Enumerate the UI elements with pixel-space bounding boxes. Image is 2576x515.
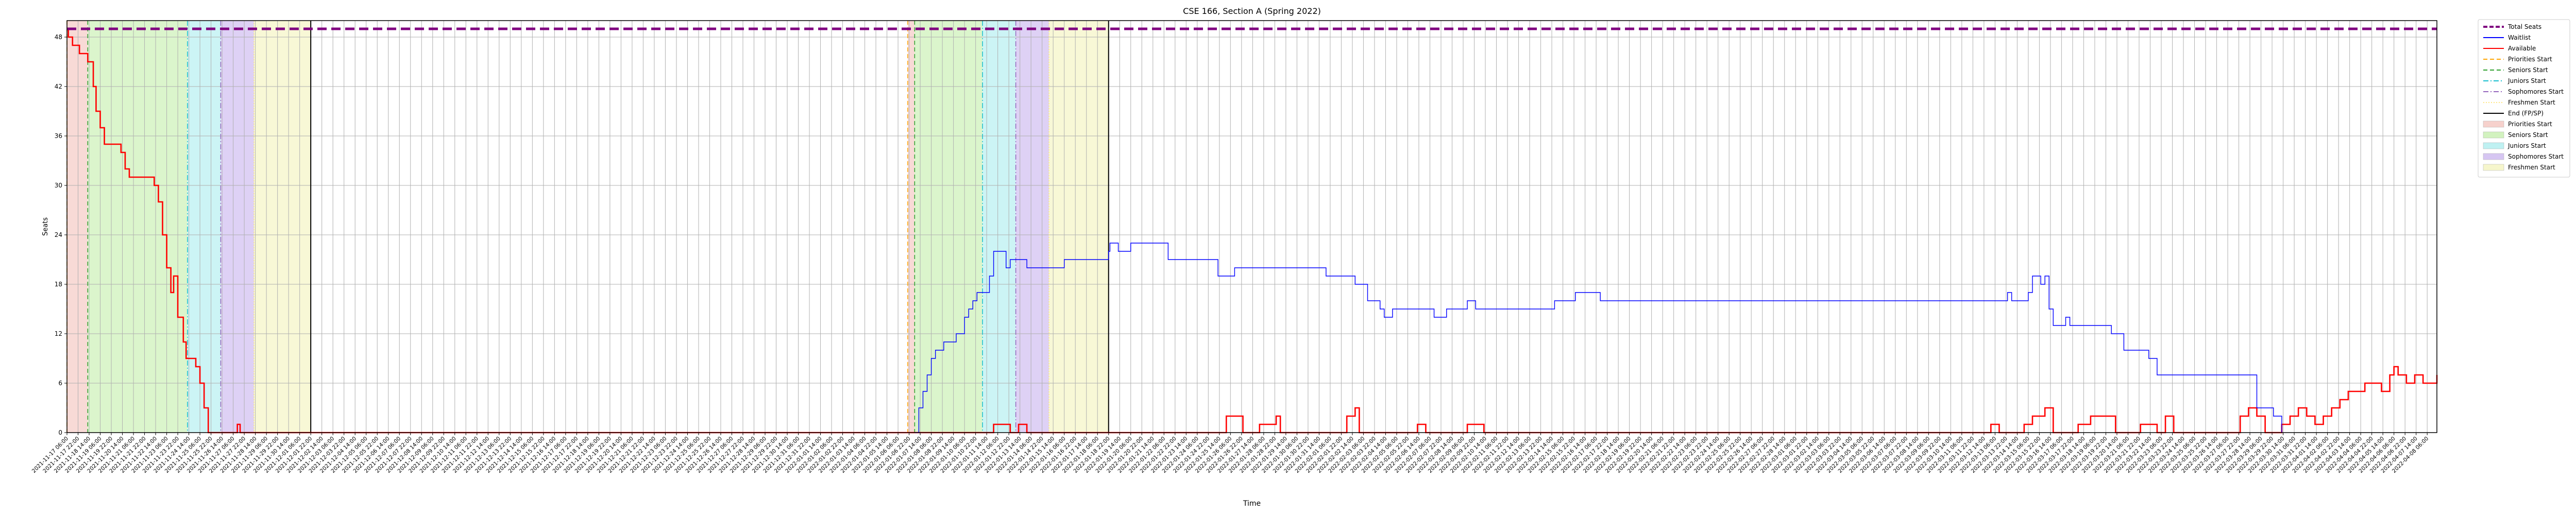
legend-label: Sophomores Start <box>2508 153 2564 160</box>
legend-label: Waitlist <box>2508 34 2531 41</box>
y-tick-label: 42 <box>55 83 62 90</box>
y-tick-label: 36 <box>55 132 62 140</box>
period-band-freshmen-start <box>253 21 311 433</box>
legend-label: Juniors Start <box>2507 142 2546 149</box>
legend-label: Freshmen Start <box>2508 164 2555 171</box>
period-band-sophomores-start <box>221 21 254 433</box>
legend-swatch <box>2483 153 2504 160</box>
legend-swatch <box>2483 121 2504 128</box>
plot-frame <box>66 20 2437 433</box>
legend-label: Priorities Start <box>2508 121 2552 128</box>
period-band-freshmen-start <box>1049 21 1109 433</box>
legend: Total Seats Waitlist Available Priorities S… <box>2478 19 2570 178</box>
period-band-priorities-start <box>67 21 88 433</box>
y-tick-label: 18 <box>55 281 62 288</box>
series-waitlist <box>914 243 2282 433</box>
period-band-sophomores-start <box>1015 21 1049 433</box>
legend-swatch <box>2483 142 2504 149</box>
y-tick-label: 6 <box>58 380 62 387</box>
x-axis-label: Time <box>1243 500 1261 508</box>
legend-swatch <box>2483 131 2504 139</box>
y-tick-label: 48 <box>55 33 62 41</box>
legend-label: Sophomores Start <box>2508 88 2564 95</box>
y-tick-label: 0 <box>58 429 62 436</box>
y-tick-label: 30 <box>55 182 62 189</box>
period-band-seniors-start <box>914 21 983 433</box>
y-axis-label: Seats <box>42 217 49 236</box>
period-band-juniors-start <box>187 21 221 433</box>
y-tick-label: 12 <box>55 330 62 337</box>
legend-label: End (FP/SP) <box>2508 110 2544 117</box>
series-available <box>67 28 2438 434</box>
legend-swatch <box>2483 164 2504 171</box>
legend-label: Seniors Start <box>2508 66 2548 74</box>
period-band-priorities-start <box>907 21 915 433</box>
period-band-juniors-start <box>982 21 1016 433</box>
legend-label: Seniors Start <box>2508 131 2548 139</box>
legend-label: Juniors Start <box>2507 77 2546 84</box>
chart-title: CSE 166, Section A (Spring 2022) <box>1183 6 1321 16</box>
legend-label: Available <box>2508 45 2536 52</box>
legend-label: Total Seats <box>2507 23 2541 30</box>
y-tick-label: 24 <box>55 231 62 238</box>
period-band-seniors-start <box>88 21 188 433</box>
legend-label: Freshmen Start <box>2508 99 2555 106</box>
legend-label: Priorities Start <box>2508 56 2552 63</box>
